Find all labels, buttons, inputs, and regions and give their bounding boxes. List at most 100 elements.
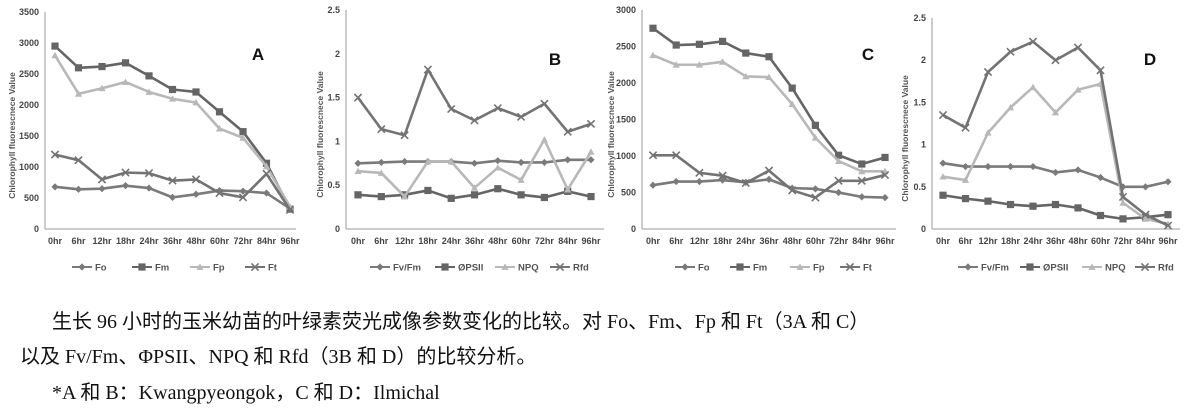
data-point bbox=[1118, 192, 1128, 202]
data-point bbox=[215, 188, 224, 198]
data-point bbox=[98, 84, 106, 92]
data-point bbox=[423, 65, 433, 74]
legend-marker bbox=[1088, 263, 1096, 270]
data-point bbox=[719, 58, 727, 65]
x-tick-label: 84hr bbox=[1136, 236, 1156, 246]
data-point bbox=[145, 184, 153, 192]
data-point bbox=[447, 104, 456, 114]
series-line bbox=[652, 27, 886, 166]
data-point bbox=[564, 185, 572, 193]
y-axis-label: Chlorophyll fluorescnece Value bbox=[7, 72, 17, 199]
data-point bbox=[377, 124, 386, 134]
data-point bbox=[1074, 86, 1082, 93]
panel-label: A bbox=[252, 45, 264, 64]
data-point bbox=[74, 64, 83, 72]
data-point bbox=[540, 193, 548, 202]
data-point bbox=[741, 178, 750, 188]
x-tick-label: 24hr bbox=[442, 236, 462, 246]
x-tick-label: 60hr bbox=[512, 236, 532, 246]
data-point bbox=[811, 193, 820, 202]
data-point bbox=[424, 186, 432, 195]
x-tick-label: 12hr bbox=[92, 236, 112, 246]
data-point bbox=[939, 191, 947, 199]
data-point bbox=[239, 187, 247, 195]
data-point bbox=[1051, 108, 1060, 116]
y-tick-label: 2500 bbox=[616, 42, 636, 52]
y-tick-label: 2.5 bbox=[327, 5, 340, 15]
data-point bbox=[564, 156, 572, 164]
x-tick-label: 24hr bbox=[139, 236, 159, 246]
x-tick-label: 48hr bbox=[1068, 236, 1088, 246]
legend-item: Fo bbox=[72, 263, 107, 274]
data-point bbox=[1028, 37, 1038, 46]
legend-label: NPQ bbox=[518, 263, 539, 274]
caption-line-3: *A 和 B：Kwangpyeongok，C 和 D：Ilmichal bbox=[52, 382, 440, 404]
y-tick-label: 1000 bbox=[616, 151, 636, 161]
x-tick-label: 48hr bbox=[488, 236, 508, 246]
legend-marker bbox=[1140, 262, 1150, 272]
data-point bbox=[400, 131, 409, 140]
data-point bbox=[1029, 202, 1037, 210]
x-tick-label: 36hr bbox=[163, 236, 183, 246]
data-point bbox=[939, 159, 947, 167]
data-point bbox=[377, 192, 385, 201]
y-tick-label: 2000 bbox=[19, 100, 39, 110]
data-point bbox=[811, 185, 819, 193]
data-point bbox=[377, 158, 385, 167]
data-point bbox=[494, 164, 502, 171]
x-tick-label: 12hr bbox=[395, 236, 415, 246]
data-point bbox=[984, 197, 992, 205]
legend-item: Fm bbox=[132, 263, 169, 274]
y-tick-label: 1000 bbox=[19, 162, 39, 172]
legend-label: Ft bbox=[863, 263, 873, 274]
x-tick-label: 0hr bbox=[48, 236, 63, 246]
data-point bbox=[98, 62, 106, 71]
data-point bbox=[470, 191, 479, 199]
x-tick-label: 60hr bbox=[210, 236, 230, 246]
y-tick-label: 1500 bbox=[616, 115, 636, 125]
data-point bbox=[858, 193, 866, 201]
data-point bbox=[121, 182, 130, 190]
data-point bbox=[695, 177, 703, 186]
data-point bbox=[765, 175, 773, 183]
data-point bbox=[1051, 200, 1060, 209]
x-tick-label: 84hr bbox=[257, 236, 277, 246]
legend-item: ØPSII bbox=[435, 263, 483, 274]
legend-item: NPQ bbox=[1082, 263, 1126, 274]
data-point bbox=[285, 205, 295, 214]
data-point bbox=[764, 166, 774, 175]
series-NPQ bbox=[354, 136, 595, 200]
series-line bbox=[652, 54, 885, 173]
y-tick-label: 500 bbox=[24, 193, 39, 203]
data-point bbox=[168, 85, 177, 94]
data-point bbox=[1074, 166, 1082, 174]
x-tick-label: 48hr bbox=[186, 236, 206, 246]
x-tick-label: 72hr bbox=[1113, 236, 1133, 246]
data-point bbox=[1096, 211, 1105, 220]
x-tick-label: 24hr bbox=[736, 236, 756, 246]
series-Fm bbox=[649, 24, 889, 168]
legend-label: Fv/Fm bbox=[393, 263, 421, 274]
data-point bbox=[835, 157, 843, 164]
x-tick-label: 18hr bbox=[1001, 236, 1021, 246]
y-tick-label: 3000 bbox=[616, 5, 636, 15]
x-tick-label: 18hr bbox=[116, 236, 136, 246]
legend-item: Rfd bbox=[550, 263, 589, 274]
data-point bbox=[788, 84, 796, 92]
data-point bbox=[192, 190, 200, 198]
chart-A: 0 500 1000 1500 2000 2500 3000 3500 0hr 6hr 12hr 18… bbox=[7, 7, 300, 274]
data-point bbox=[858, 167, 866, 175]
data-point bbox=[215, 108, 224, 116]
y-tick-label: 1.5 bbox=[913, 97, 926, 107]
data-point bbox=[881, 153, 889, 162]
data-point bbox=[858, 160, 866, 168]
data-point bbox=[811, 134, 819, 141]
series-line bbox=[54, 153, 292, 211]
data-point bbox=[1006, 103, 1015, 111]
data-point bbox=[239, 134, 247, 141]
legend-marker bbox=[138, 263, 146, 271]
data-point bbox=[718, 171, 727, 180]
data-point bbox=[1096, 173, 1105, 182]
data-point bbox=[517, 176, 525, 183]
series-Rfd bbox=[353, 65, 596, 140]
